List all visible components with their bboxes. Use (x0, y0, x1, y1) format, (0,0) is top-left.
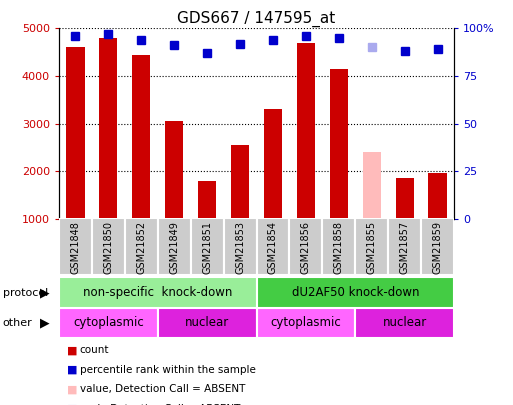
Text: ■: ■ (67, 365, 77, 375)
Text: ▶: ▶ (41, 316, 50, 330)
Text: count: count (80, 345, 109, 355)
Bar (191, 218, 224, 275)
Text: value, Detection Call = ABSENT: value, Detection Call = ABSENT (80, 384, 245, 394)
Bar (264, 109, 282, 219)
Text: dU2AF50 knock-down: dU2AF50 knock-down (291, 286, 419, 299)
Bar (59, 308, 158, 338)
Text: non-specific  knock-down: non-specific knock-down (83, 286, 232, 299)
Bar (59, 277, 256, 308)
Bar (428, 173, 447, 219)
Text: ■: ■ (67, 345, 77, 355)
Bar (224, 218, 256, 275)
Bar (231, 145, 249, 219)
Bar (363, 152, 381, 219)
Bar (165, 121, 183, 219)
Text: GSM21854: GSM21854 (268, 221, 278, 274)
Text: rank, Detection Call = ABSENT: rank, Detection Call = ABSENT (80, 404, 240, 405)
Bar (59, 218, 92, 275)
Text: GSM21859: GSM21859 (432, 221, 443, 274)
Text: GSM21852: GSM21852 (136, 221, 146, 274)
Text: ■: ■ (67, 404, 77, 405)
Bar (256, 277, 454, 308)
Text: GSM21849: GSM21849 (169, 221, 179, 274)
Bar (322, 218, 355, 275)
Bar (132, 55, 150, 219)
Text: GSM21858: GSM21858 (334, 221, 344, 274)
Text: GSM21853: GSM21853 (235, 221, 245, 274)
Text: ▶: ▶ (41, 286, 50, 299)
Bar (297, 43, 315, 219)
Text: protocol: protocol (3, 288, 48, 298)
Text: GSM21855: GSM21855 (367, 221, 377, 274)
Text: nuclear: nuclear (383, 316, 427, 330)
Title: GDS667 / 147595_at: GDS667 / 147595_at (177, 11, 336, 27)
Text: cytoplasmic: cytoplasmic (270, 316, 341, 330)
Text: other: other (3, 318, 32, 328)
Text: GSM21851: GSM21851 (202, 221, 212, 274)
Bar (125, 218, 158, 275)
Bar (421, 218, 454, 275)
Bar (330, 69, 348, 219)
Bar (256, 218, 289, 275)
Text: percentile rank within the sample: percentile rank within the sample (80, 365, 255, 375)
Text: ■: ■ (67, 384, 77, 394)
Bar (289, 218, 322, 275)
Bar (92, 218, 125, 275)
Text: GSM21848: GSM21848 (70, 221, 81, 274)
Bar (355, 308, 454, 338)
Text: GSM21856: GSM21856 (301, 221, 311, 274)
Bar (198, 181, 216, 219)
Text: nuclear: nuclear (185, 316, 229, 330)
Text: cytoplasmic: cytoplasmic (73, 316, 144, 330)
Bar (388, 218, 421, 275)
Bar (158, 218, 191, 275)
Bar (355, 218, 388, 275)
Bar (158, 308, 256, 338)
Bar (256, 308, 355, 338)
Text: GSM21850: GSM21850 (104, 221, 113, 274)
Bar (396, 178, 413, 219)
Bar (66, 47, 85, 219)
Bar (100, 38, 117, 219)
Text: GSM21857: GSM21857 (400, 221, 409, 274)
